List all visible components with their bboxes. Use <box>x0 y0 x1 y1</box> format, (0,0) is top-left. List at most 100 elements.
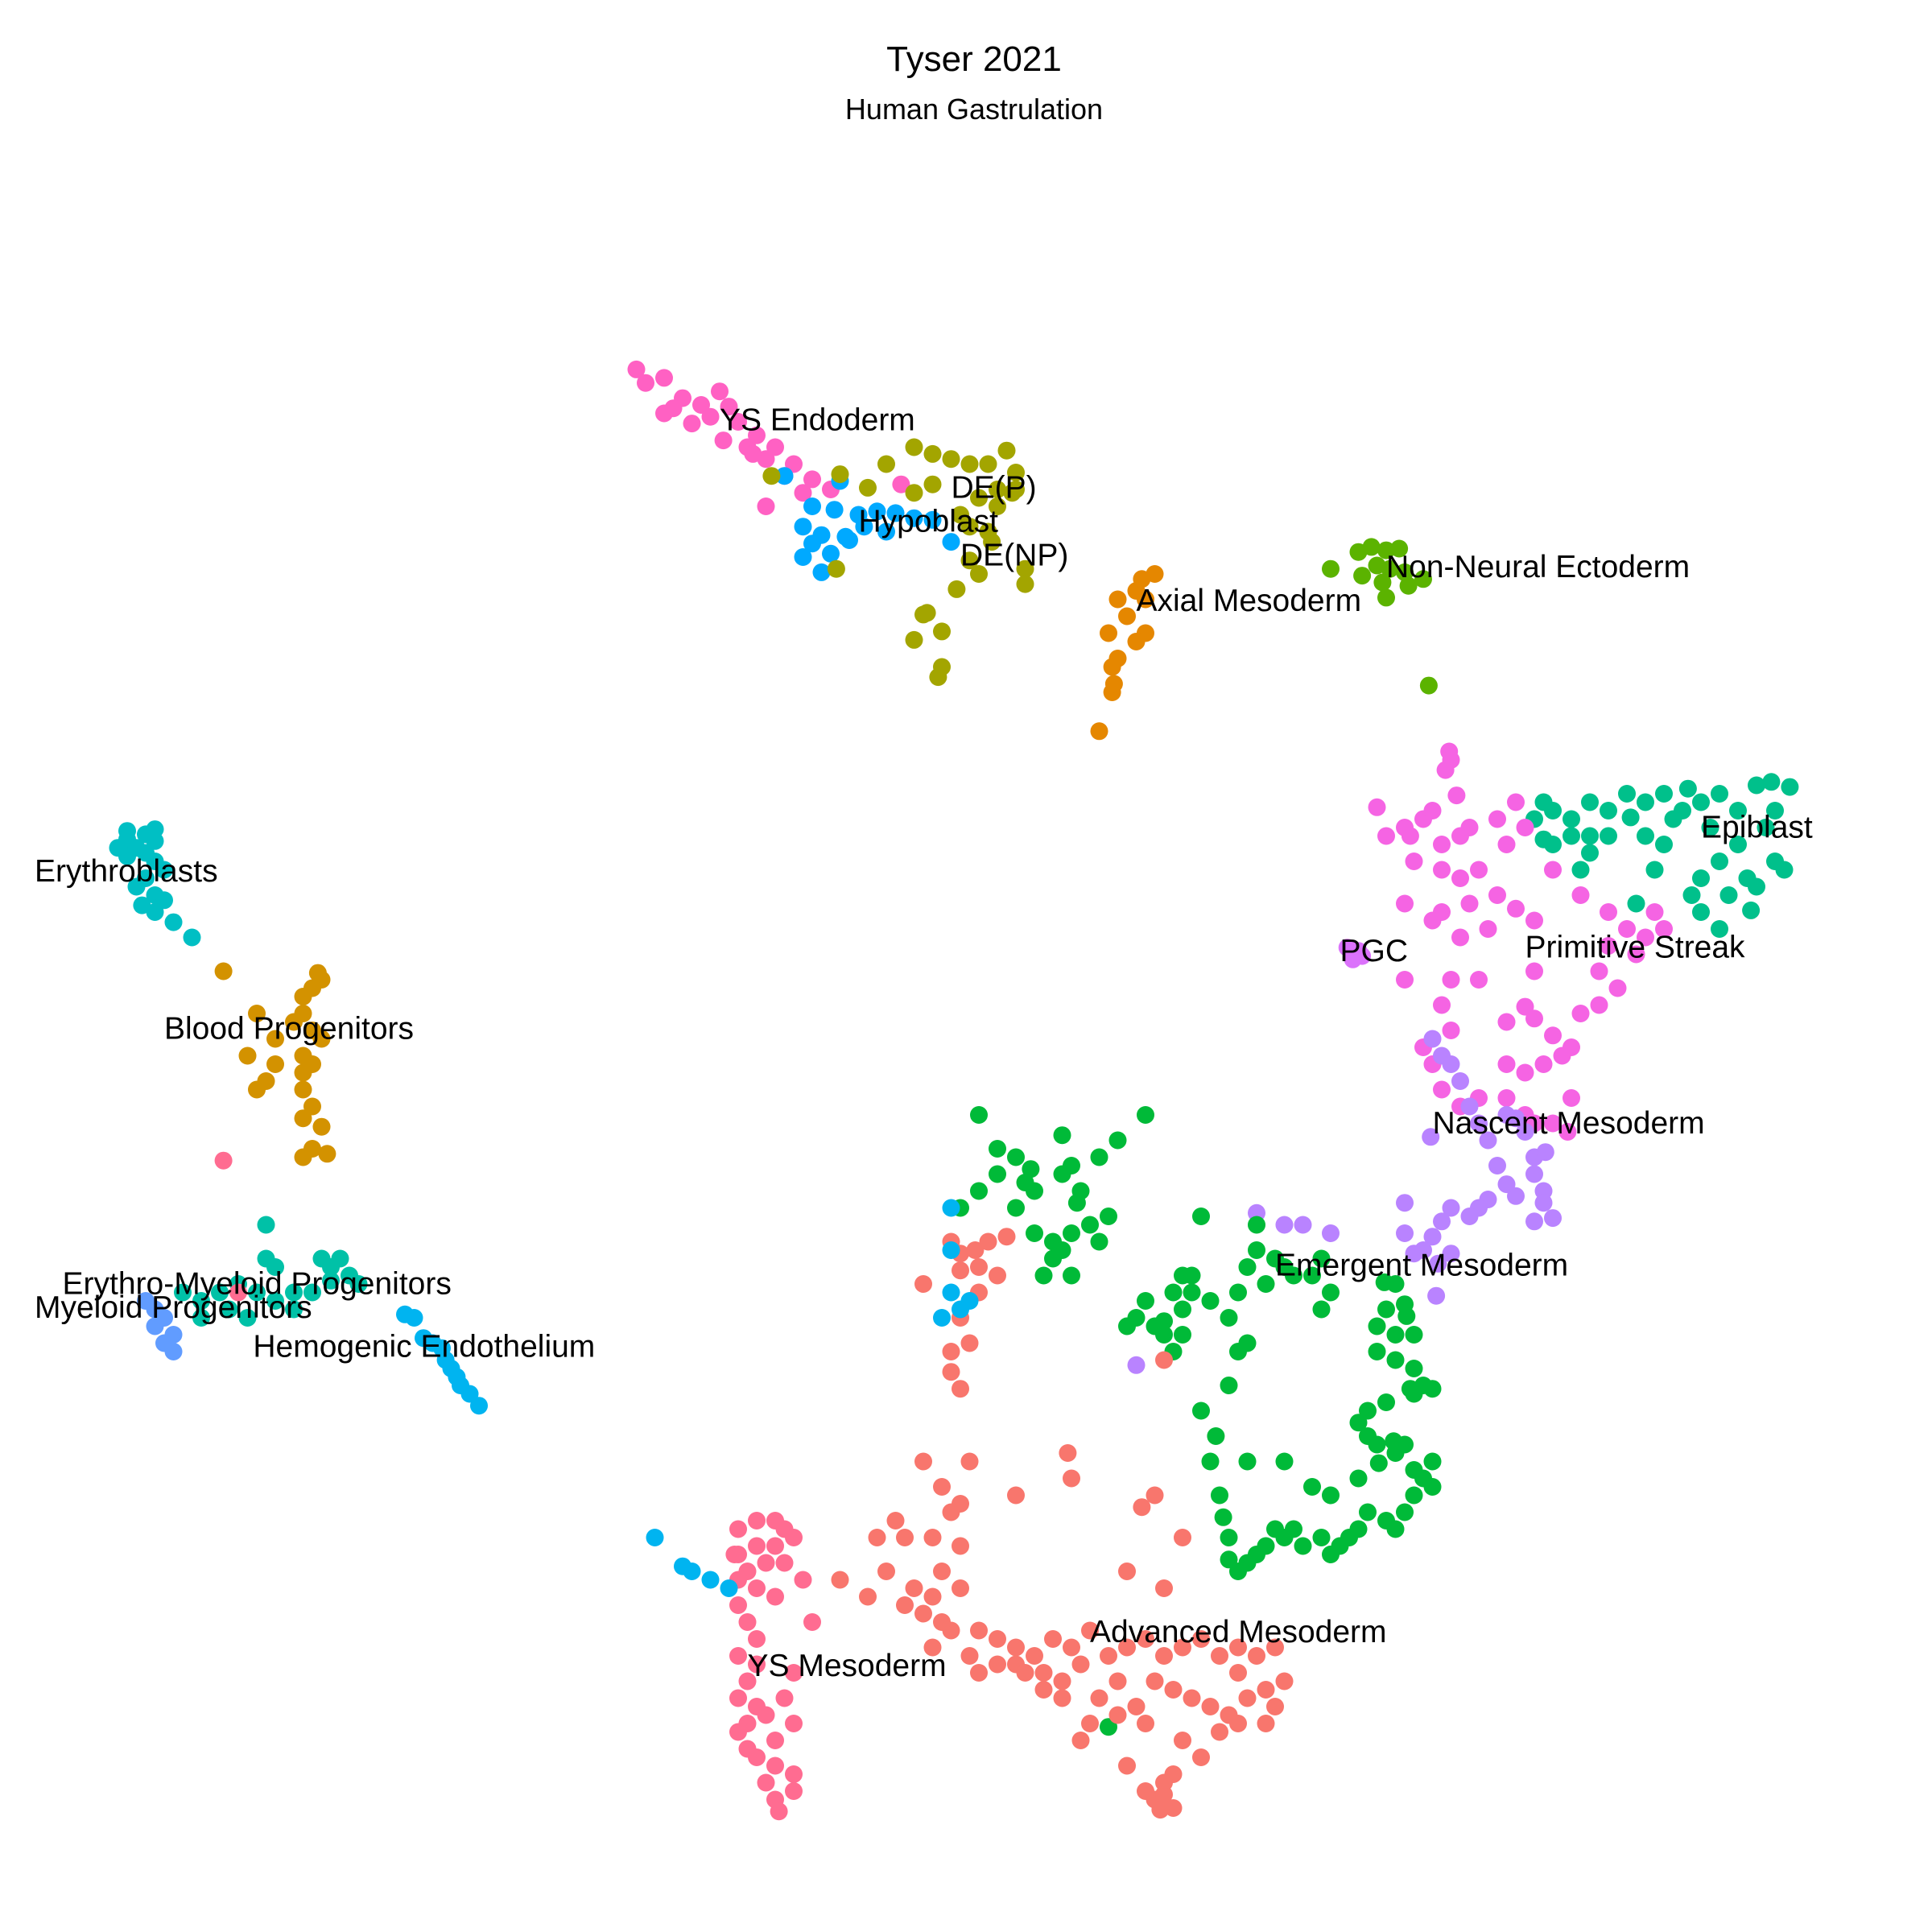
point-primitive-streak <box>1442 751 1460 769</box>
label-non-neural-ectoderm: Non-Neural Ectoderm <box>1386 550 1690 584</box>
point-primitive-streak <box>1590 996 1608 1014</box>
point-advanced-mesoderm <box>952 1537 969 1555</box>
point-emergent-mesoderm <box>1201 1452 1220 1471</box>
point-advanced-mesoderm <box>859 1587 877 1606</box>
point-hemogenic-endothelium <box>720 1579 738 1597</box>
point-primitive-streak <box>1571 886 1590 904</box>
point-emergent-mesoderm <box>1118 1317 1136 1335</box>
point-ys-mesoderm <box>775 1689 794 1707</box>
point-advanced-mesoderm <box>1071 1732 1090 1749</box>
point-emergent-mesoderm <box>1022 1160 1040 1179</box>
point-axial-mesoderm <box>1100 624 1117 642</box>
point-hypoblast <box>794 548 812 566</box>
point-emergent-mesoderm <box>1312 1529 1331 1546</box>
point-primitive-streak <box>1637 928 1654 947</box>
cluster-myeloid-progenitors <box>137 1292 183 1360</box>
point-epiblast <box>1775 861 1794 879</box>
point-advanced-mesoderm <box>1053 1672 1071 1690</box>
point-advanced-mesoderm <box>914 1452 932 1471</box>
point-axial-mesoderm <box>1127 633 1146 650</box>
point-emergent-mesoderm <box>1312 1300 1331 1319</box>
point-nascent-mesoderm <box>1536 1143 1554 1162</box>
point-de-p <box>762 467 781 485</box>
cluster-de-np <box>827 518 1034 687</box>
point-de-np <box>929 668 947 687</box>
point-axial-mesoderm <box>1103 658 1121 676</box>
point-advanced-mesoderm <box>1151 1801 1170 1819</box>
point-epiblast <box>1729 836 1747 853</box>
point-nascent-mesoderm <box>1423 1030 1442 1048</box>
point-primitive-streak <box>1401 827 1419 845</box>
point-emergent-mesoderm <box>1386 1351 1405 1369</box>
point-emergent-mesoderm <box>1081 1216 1099 1234</box>
point-advanced-mesoderm <box>831 1571 849 1589</box>
point-advanced-mesoderm <box>896 1529 914 1546</box>
cluster-hypoblast <box>775 467 960 581</box>
point-hypoblast <box>822 544 840 563</box>
point-blood-progenitors <box>312 1117 331 1136</box>
point-emergent-mesoderm <box>1368 1435 1386 1454</box>
point-emergent-mesoderm <box>1192 1208 1210 1225</box>
point-de-p <box>905 438 923 456</box>
point-advanced-mesoderm <box>942 1343 960 1360</box>
point-emergent-mesoderm <box>1090 1232 1108 1251</box>
label-de-np: DE(NP) <box>960 539 1068 573</box>
point-non-neural-ectoderm <box>1373 573 1392 592</box>
point-emergent-mesoderm <box>1063 1224 1080 1242</box>
point-hypoblast <box>775 467 794 485</box>
point-emergent-mesoderm <box>1368 1317 1386 1335</box>
point-emergent-mesoderm <box>989 1165 1006 1183</box>
point-nascent-mesoderm <box>1525 1212 1543 1231</box>
point-advanced-mesoderm <box>997 1228 1016 1246</box>
point-emergent-mesoderm <box>1322 1283 1340 1302</box>
point-advanced-mesoderm <box>1081 1621 1099 1640</box>
point-epiblast <box>1581 827 1599 845</box>
point-primitive-streak <box>1544 861 1562 879</box>
point-primitive-streak <box>1516 1063 1534 1082</box>
point-ys-endoderm <box>892 475 910 493</box>
point-emergent-mesoderm <box>1401 1380 1419 1398</box>
point-ys-endoderm <box>794 484 812 502</box>
point-hypoblast <box>840 531 858 549</box>
point-primitive-streak <box>1544 1114 1562 1133</box>
point-emergent-mesoderm <box>1137 1292 1154 1310</box>
point-emergent-mesoderm <box>1405 1486 1423 1505</box>
point-advanced-mesoderm <box>1026 1647 1043 1665</box>
point-erythro-myeloid-progenitors <box>248 1283 266 1302</box>
point-advanced-mesoderm <box>1257 1715 1275 1732</box>
point-advanced-mesoderm <box>914 1275 932 1293</box>
point-advanced-mesoderm <box>979 1232 997 1251</box>
point-primitive-streak <box>1396 894 1414 913</box>
point-advanced-mesoderm <box>1183 1689 1201 1707</box>
point-erythro-myeloid-progenitors <box>220 1300 238 1319</box>
point-advanced-mesoderm <box>1108 1706 1127 1724</box>
point-advanced-mesoderm <box>905 1579 923 1597</box>
point-primitive-streak <box>1497 1055 1516 1073</box>
point-emergent-mesoderm <box>1155 1312 1173 1331</box>
points-layer <box>109 360 1799 1821</box>
cluster-epiblast <box>1525 773 1799 938</box>
point-de-p <box>1007 464 1025 481</box>
point-hemogenic-endothelium <box>960 1292 979 1310</box>
point-ys-mesoderm <box>785 1782 803 1800</box>
point-emergent-mesoderm <box>1201 1292 1220 1310</box>
cluster-de-p <box>762 438 1025 524</box>
point-epiblast <box>1655 836 1673 853</box>
point-non-neural-ectoderm <box>1353 567 1372 585</box>
point-emergent-mesoderm <box>1207 1427 1225 1445</box>
point-emergent-mesoderm <box>1423 1452 1442 1471</box>
point-ys-endoderm <box>714 431 733 450</box>
point-emergent-mesoderm <box>1312 1249 1331 1268</box>
point-emergent-mesoderm <box>1397 1307 1416 1325</box>
point-emergent-mesoderm <box>1100 1208 1117 1225</box>
label-blood-progenitors: Blood Progenitors <box>164 1012 414 1046</box>
point-ys-endoderm <box>655 404 673 423</box>
point-epiblast <box>1701 819 1719 836</box>
point-emergent-mesoderm <box>1275 1258 1294 1276</box>
point-epiblast <box>1692 869 1710 887</box>
point-emergent-mesoderm <box>1257 1275 1275 1293</box>
point-advanced-mesoderm <box>1174 1732 1191 1749</box>
point-advanced-mesoderm <box>868 1529 886 1546</box>
point-blood-progenitors <box>294 1063 312 1082</box>
point-primitive-streak <box>1423 802 1442 819</box>
